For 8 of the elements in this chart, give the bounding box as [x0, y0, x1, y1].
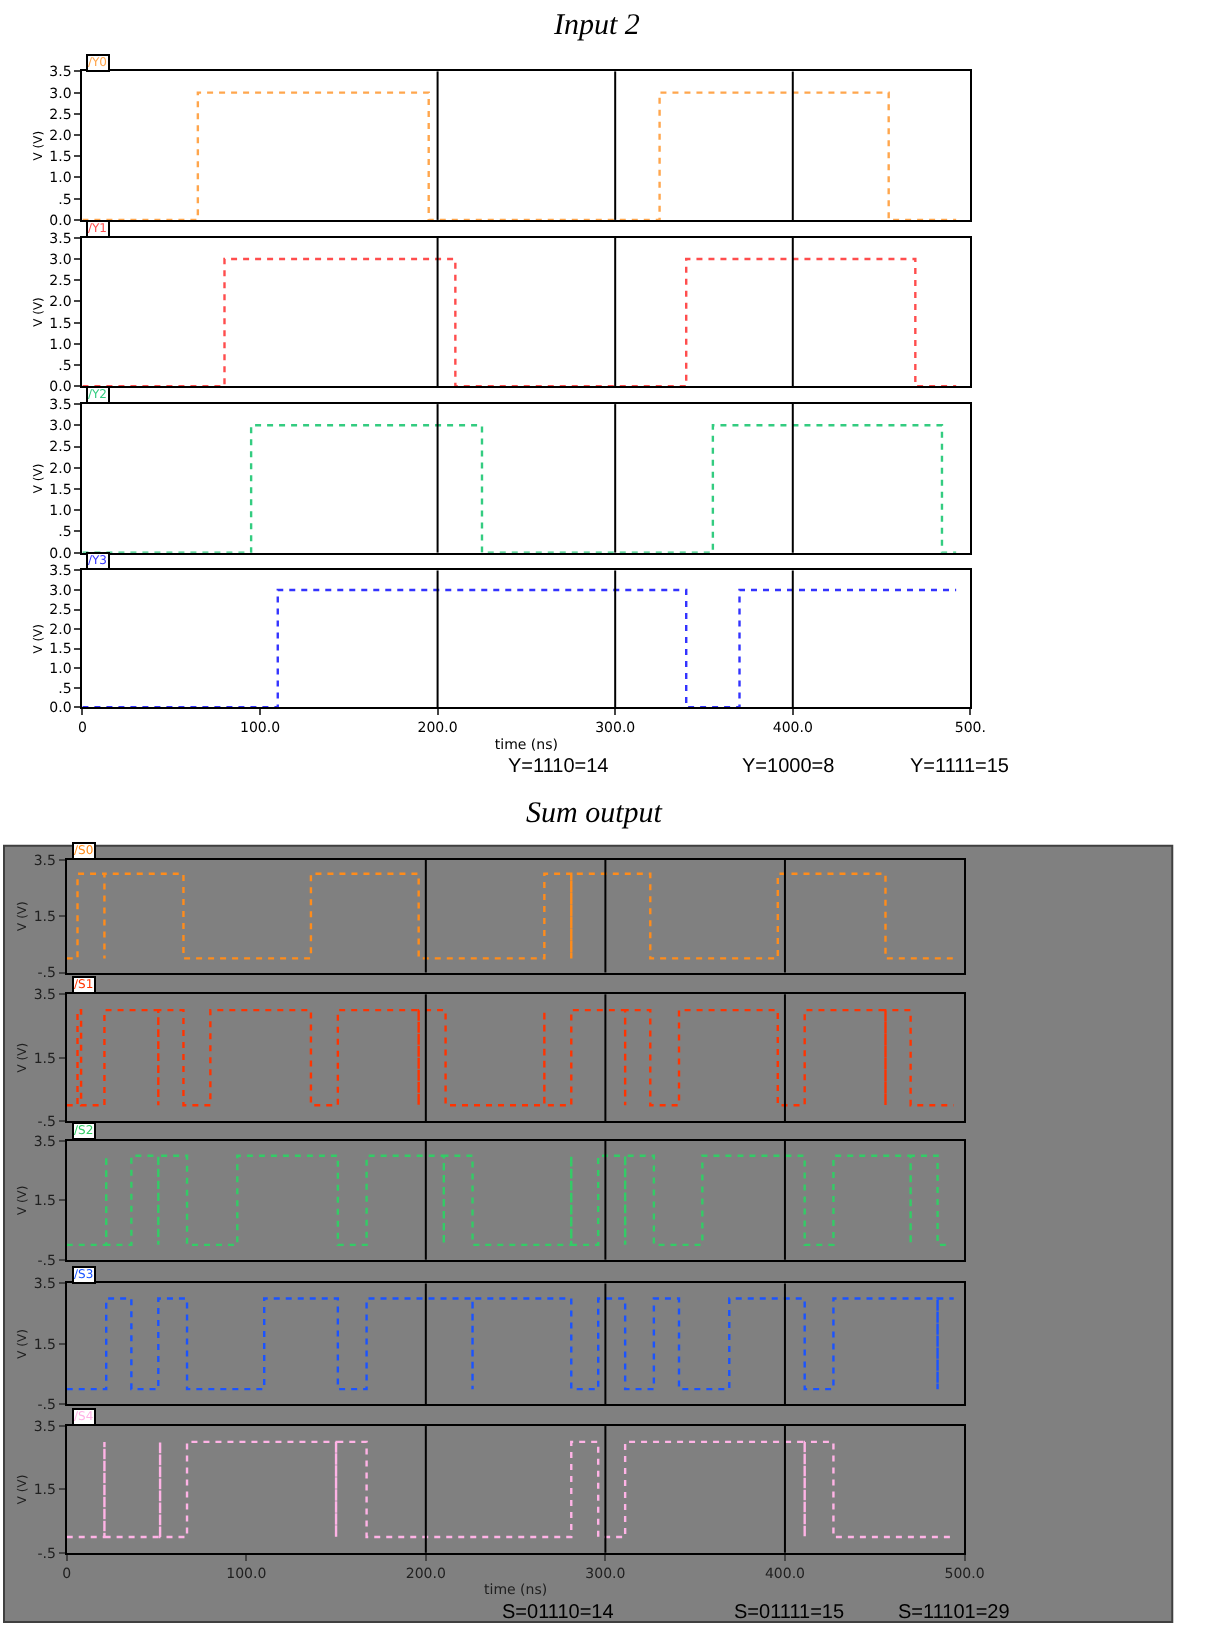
text: Y=1110=14: [508, 756, 610, 778]
text: Y=1111=15: [910, 756, 1010, 778]
text: S=11101=29: [898, 1602, 1011, 1624]
text: Y=1000=8: [742, 756, 836, 778]
chart-title: Sum output: [526, 798, 664, 830]
text: S=01110=14: [502, 1602, 615, 1624]
text: S=01111=15: [734, 1602, 845, 1624]
chart-title: Input 2: [552, 10, 641, 42]
